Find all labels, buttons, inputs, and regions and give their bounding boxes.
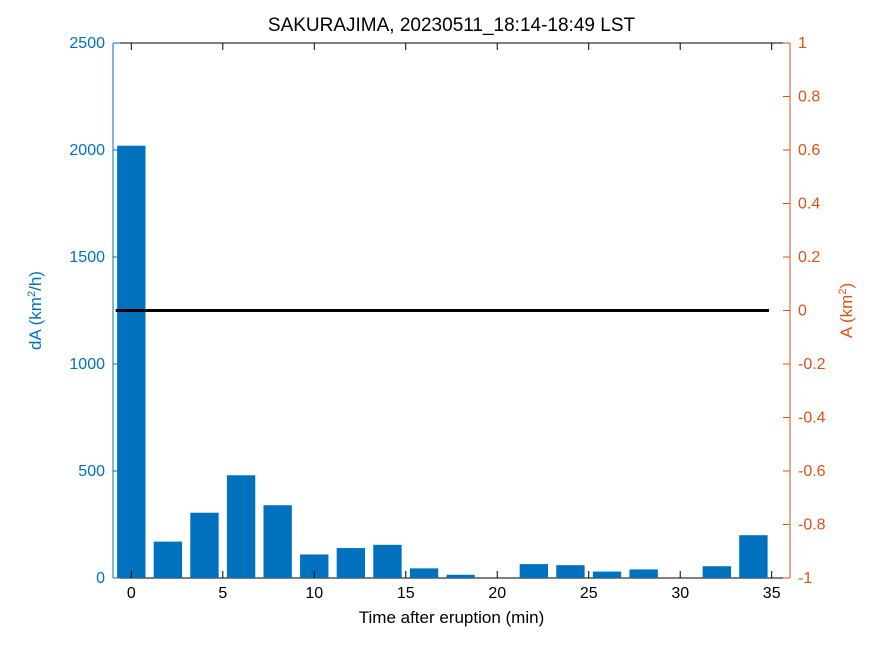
bar (410, 568, 438, 578)
bar (593, 572, 621, 578)
bar (446, 575, 474, 578)
bar (190, 513, 218, 578)
y1-tick-label: 0 (96, 570, 105, 587)
chart-container: 0510152025303505001000150020002500-1-0.8… (0, 0, 875, 656)
y2-tick-label: 0.4 (798, 196, 820, 213)
y2-tick-label: -1 (798, 570, 812, 587)
bar (154, 542, 182, 578)
chart-svg: 0510152025303505001000150020002500-1-0.8… (0, 0, 875, 656)
bar (227, 475, 255, 578)
y2-tick-label: -0.8 (798, 517, 826, 534)
y1-tick-label: 500 (78, 463, 105, 480)
y2-tick-label: 0.8 (798, 89, 820, 106)
bar (556, 565, 584, 578)
y1-axis-label: dA (km2/h) (26, 271, 45, 350)
x-tick-label: 5 (218, 585, 227, 602)
bar (117, 146, 145, 578)
bar (739, 535, 767, 578)
bar (520, 564, 548, 578)
x-tick-label: 25 (580, 585, 598, 602)
x-tick-label: 35 (763, 585, 781, 602)
y1-tick-label: 1500 (69, 249, 105, 266)
chart-title: SAKURAJIMA, 20230511_18:14-18:49 LST (268, 15, 636, 36)
y2-tick-label: 0.6 (798, 142, 820, 159)
y1-tick-label: 2000 (69, 142, 105, 159)
x-tick-label: 20 (488, 585, 506, 602)
y1-tick-label: 2500 (69, 35, 105, 52)
bar (629, 569, 657, 578)
x-axis-label: Time after eruption (min) (359, 608, 544, 627)
y1-tick-label: 1000 (69, 356, 105, 373)
y2-tick-label: 0 (798, 303, 807, 320)
bar (337, 548, 365, 578)
x-tick-label: 0 (127, 585, 136, 602)
x-tick-label: 30 (671, 585, 689, 602)
bar (373, 545, 401, 578)
x-tick-label: 10 (305, 585, 323, 602)
y2-tick-label: -0.4 (798, 410, 826, 427)
y2-tick-label: -0.6 (798, 463, 826, 480)
y2-tick-label: 1 (798, 35, 807, 52)
bar (263, 505, 291, 578)
x-tick-label: 15 (397, 585, 415, 602)
y2-axis-label: A (km2) (837, 283, 856, 338)
bar (703, 566, 731, 578)
y2-tick-label: 0.2 (798, 249, 820, 266)
y2-tick-label: -0.2 (798, 356, 826, 373)
